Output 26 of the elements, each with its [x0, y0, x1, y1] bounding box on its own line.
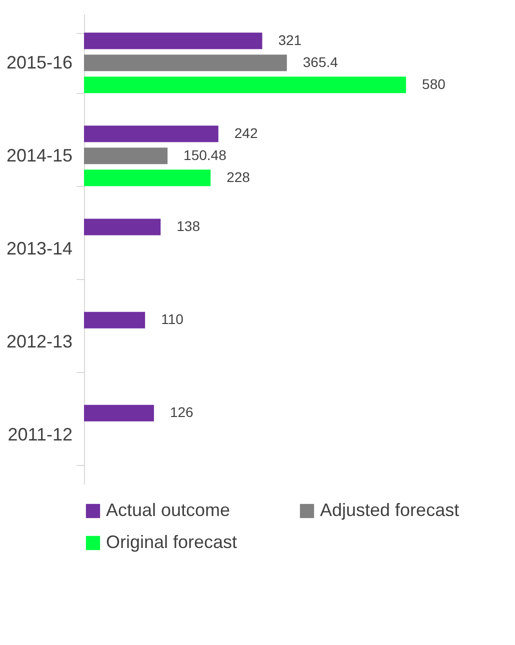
y-tick-label: 2014-15 [6, 145, 72, 166]
data-label: 110 [161, 311, 184, 328]
y-tick-label: 2015-16 [6, 52, 72, 72]
data-label: 242 [234, 124, 258, 141]
data-label: 150.48 [184, 146, 227, 163]
data-label: 365.4 [302, 54, 338, 70]
bar [84, 126, 218, 142]
data-label: 126 [170, 404, 194, 420]
bar [84, 312, 146, 328]
bar [84, 404, 154, 422]
bar [84, 32, 262, 50]
legend-label: Original forecast [106, 532, 238, 552]
bar [84, 148, 168, 164]
bar [84, 54, 287, 72]
legend-label: Actual outcome [106, 500, 230, 520]
data-label: 138 [176, 218, 200, 234]
data-label: 228 [226, 168, 250, 185]
y-tick-label: 2012-13 [6, 332, 72, 352]
bar [84, 170, 211, 186]
legend-label: Adjusted forecast [320, 500, 460, 520]
data-label: 321 [278, 32, 302, 48]
y-tick-label: 2011-12 [8, 424, 72, 445]
y-tick-label: 2013-14 [6, 238, 72, 258]
bar [84, 218, 161, 236]
bar [84, 76, 406, 94]
data-label: 580 [422, 76, 446, 92]
